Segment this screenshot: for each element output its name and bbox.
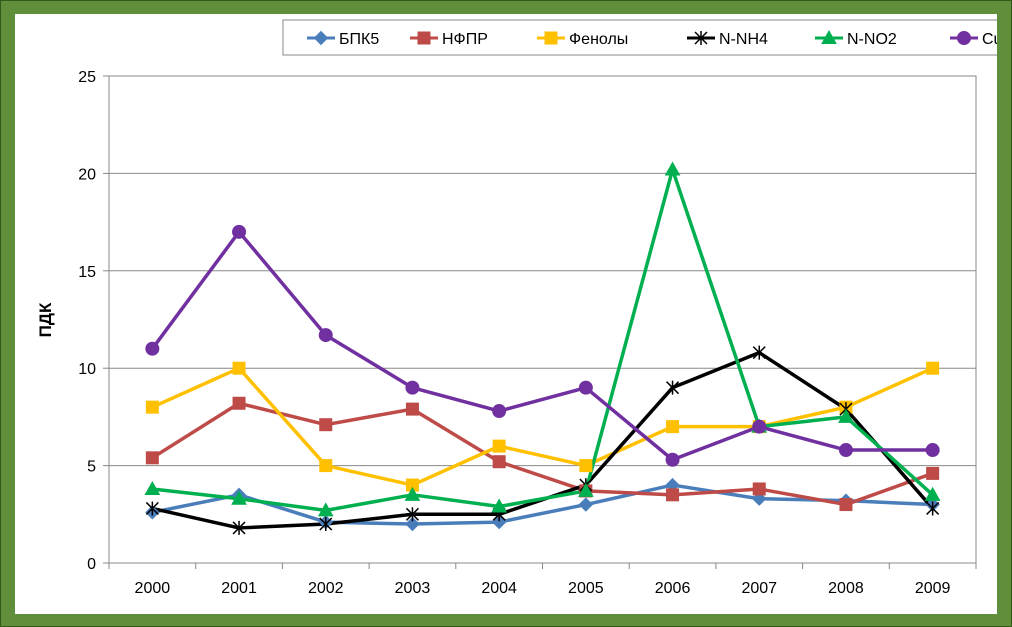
data-point [232,361,246,375]
x-tick-label: 2005 [568,580,604,597]
series-lines [150,167,934,530]
legend-label: БПК5 [339,31,379,48]
series-line [152,167,934,513]
data-point [232,520,246,535]
data-point [666,420,680,434]
data-point [666,488,680,502]
data-point [752,419,767,434]
y-tick-label: 5 [87,459,96,476]
legend-marker [694,31,708,45]
y-tick-label: 15 [78,264,96,281]
data-point [405,402,419,416]
chart-area: 0 5 10 15 20 25 2000 2001 2002 2003 2004 2005 2006 2… [15,14,997,614]
data-point [319,517,333,532]
data-point [579,459,593,473]
x-tick-label: 2003 [395,580,431,597]
data-point [578,380,593,395]
legend-marker [313,30,329,46]
series-markers [144,161,941,535]
data-point [145,341,160,356]
legend: БПК5 НФПР Фенолы N-NH4 N-NO2 Cu [282,19,997,56]
series-line [151,366,934,487]
data-point [838,443,853,458]
x-tick-label: 2007 [741,580,777,597]
data-point [232,396,246,410]
data-point [317,502,334,517]
data-point [492,404,507,419]
data-point [752,482,766,496]
data-point [145,400,159,414]
legend-marker [544,31,558,45]
data-point [838,408,854,423]
data-point [578,497,594,512]
x-tick-label: 2000 [135,580,171,597]
y-tick-label: 0 [87,556,96,573]
data-point [666,380,680,395]
legend-label: НФПР [442,31,488,48]
data-point [926,466,940,480]
data-point [319,459,333,473]
legend-marker [417,31,431,45]
data-point [405,380,420,395]
data-point [924,486,941,501]
series-line [151,401,934,507]
y-tick-label: 10 [78,361,96,378]
data-point [145,501,159,516]
data-point [665,452,680,467]
data-point [318,328,333,343]
legend-box [282,19,997,56]
data-point [405,516,420,532]
legend-label: N-NO2 [847,31,897,48]
series-line [150,230,933,462]
data-point [926,501,940,516]
legend-marker [821,29,837,44]
x-tick-label: 2004 [481,580,517,597]
data-point [492,439,506,453]
y-tick-label: 20 [78,166,96,183]
data-point [839,498,853,512]
x-tick-label: 2001 [221,580,257,597]
legend-label: N-NH4 [719,31,768,48]
series-line [152,483,933,526]
data-point [404,486,421,501]
grid-lines [109,172,976,467]
x-axis: 2000 2001 2002 2003 2004 2005 2006 2007 2008 2009 [108,563,977,597]
data-point [577,482,594,497]
data-point [231,490,247,505]
x-tick-label: 2002 [308,580,344,597]
x-tick-label: 2008 [828,580,864,597]
data-point [145,451,159,465]
x-tick-label: 2009 [915,580,951,597]
plot-area [108,75,977,564]
data-point [319,418,333,432]
data-point [491,498,508,513]
y-axis: 0 5 10 15 20 25 [78,69,109,573]
x-tick-label: 2006 [655,580,691,597]
data-point [492,455,506,469]
data-point [405,507,419,522]
data-point [491,514,507,530]
data-point [664,161,681,176]
y-tick-label: 25 [78,69,96,86]
data-point [752,345,766,360]
legend-label: Фенолы [569,31,628,48]
data-point [232,224,247,239]
legend-label: Cu [982,31,997,48]
data-point [144,480,161,495]
data-point [926,361,940,375]
y-axis-label: ПДК [36,302,55,337]
data-point [925,443,940,458]
legend-marker [957,31,971,45]
